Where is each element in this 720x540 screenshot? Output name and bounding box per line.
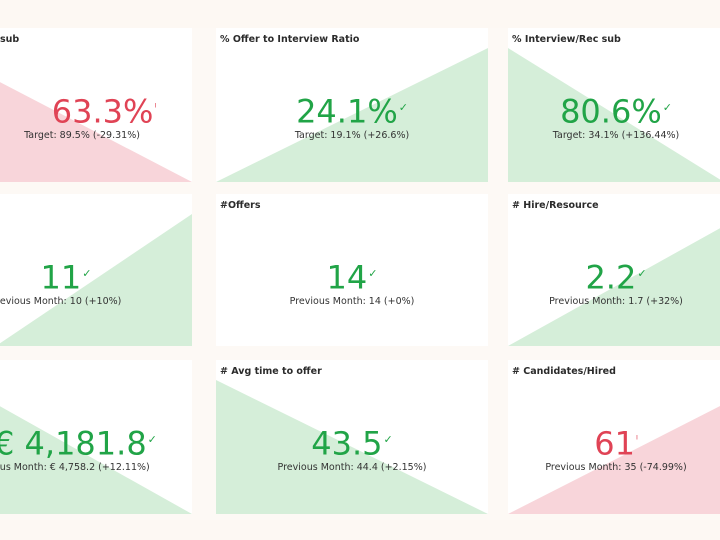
kpi-value: 63.3%ˡ xyxy=(51,92,157,131)
trend-triangle xyxy=(216,380,488,514)
card-title: % Interview/Rec sub xyxy=(512,34,621,45)
down-tick-icon: ˡ xyxy=(154,101,157,114)
kpi-card-offers[interactable]: #Offers 14✓ Previous Month: 14 (+0%) xyxy=(216,194,488,346)
trend-triangle xyxy=(508,228,720,346)
kpi-card-left-middle[interactable]: 11✓ Previous Month: 10 (+10%) xyxy=(0,194,192,346)
trend-triangle xyxy=(508,406,720,514)
card-title: # Avg time to offer xyxy=(220,366,322,377)
kpi-value: 14✓ xyxy=(326,258,378,297)
check-tick-icon: ✓ xyxy=(662,101,672,114)
check-tick-icon: ✓ xyxy=(637,267,647,280)
trend-triangle xyxy=(508,48,720,182)
check-tick-icon: ✓ xyxy=(383,433,393,446)
kpi-card-avg-time-to-offer[interactable]: # Avg time to offer 43.5✓ Previous Month… xyxy=(216,360,488,514)
kpi-value: € 4,181.8✓ xyxy=(0,424,157,463)
kpi-previous: ous Month: € 4,758.2 (+12.11%) xyxy=(0,462,150,473)
kpi-card-hire-resource[interactable]: # Hire/Resource 2.2✓ Previous Month: 1.7… xyxy=(508,194,720,346)
kpi-card-interview-rec-sub[interactable]: % Interview/Rec sub 80.6%✓ Target: 34.1%… xyxy=(508,28,720,182)
check-tick-icon: ✓ xyxy=(147,433,157,446)
kpi-value: 61ˡ xyxy=(594,424,638,463)
kpi-previous: Previous Month: 35 (-74.99%) xyxy=(545,462,687,473)
down-tick-icon: ˡ xyxy=(635,433,638,446)
trend-triangle xyxy=(0,214,192,346)
card-title: # Hire/Resource xyxy=(512,200,599,211)
kpi-previous: Previous Month: 1.7 (+32%) xyxy=(549,296,683,307)
kpi-target: Target: 89.5% (-29.31%) xyxy=(24,130,140,141)
kpi-previous: Previous Month: 14 (+0%) xyxy=(289,296,415,307)
bottom-bar xyxy=(0,520,720,540)
kpi-card-offer-interview-ratio[interactable]: % Offer to Interview Ratio 24.1%✓ Target… xyxy=(216,28,488,182)
kpi-value: 80.6%✓ xyxy=(560,92,672,131)
kpi-card-candidates-hired[interactable]: # Candidates/Hired 61ˡ Previous Month: 3… xyxy=(508,360,720,514)
kpi-value: 2.2✓ xyxy=(585,258,647,297)
kpi-value: 24.1%✓ xyxy=(296,92,408,131)
card-title: sub xyxy=(0,34,20,45)
check-tick-icon: ✓ xyxy=(82,267,92,280)
trend-triangle xyxy=(0,406,192,514)
card-title: # Candidates/Hired xyxy=(512,366,616,377)
kpi-target: Target: 34.1% (+136.44%) xyxy=(552,130,680,141)
top-bar xyxy=(0,0,720,28)
kpi-value: 43.5✓ xyxy=(311,424,393,463)
check-tick-icon: ✓ xyxy=(368,267,378,280)
kpi-previous: Previous Month: 44.4 (+2.15%) xyxy=(277,462,427,473)
card-title: #Offers xyxy=(220,200,261,211)
trend-triangle xyxy=(0,82,192,182)
kpi-value: 11✓ xyxy=(40,258,92,297)
trend-triangle xyxy=(216,48,488,182)
check-tick-icon: ✓ xyxy=(398,101,408,114)
kpi-previous: Previous Month: 10 (+10%) xyxy=(0,296,122,307)
card-title: % Offer to Interview Ratio xyxy=(220,34,360,45)
kpi-card-rec-sub[interactable]: sub 63.3%ˡ Target: 89.5% (-29.31%) xyxy=(0,28,192,182)
kpi-card-cost[interactable]: € 4,181.8✓ ous Month: € 4,758.2 (+12.11%… xyxy=(0,360,192,514)
kpi-target: Target: 19.1% (+26.6%) xyxy=(294,130,410,141)
